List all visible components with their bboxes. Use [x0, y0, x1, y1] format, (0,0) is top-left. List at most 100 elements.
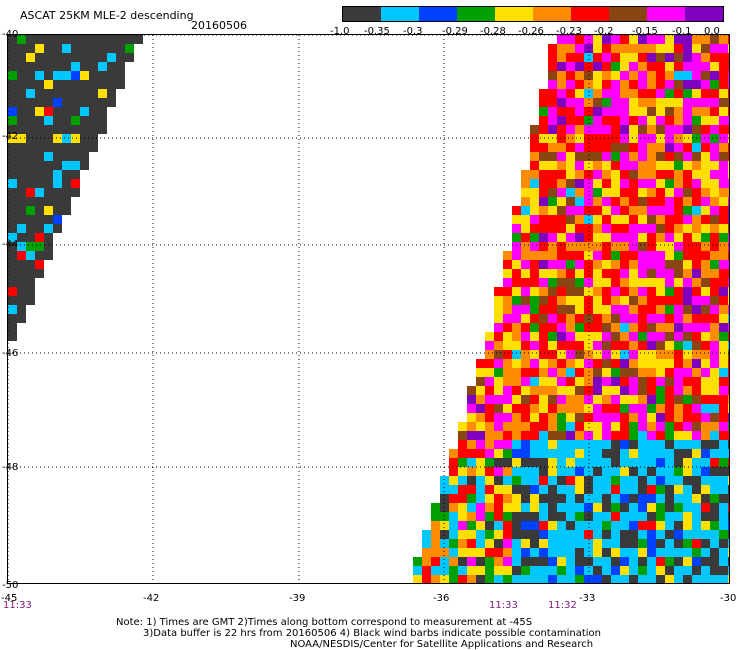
- swath-cell: [449, 485, 458, 494]
- swath-cell: [611, 125, 620, 134]
- swath-cell: [728, 296, 729, 305]
- swath-cell: [683, 134, 692, 143]
- swath-cell: [53, 62, 62, 71]
- swath-cell: [548, 530, 557, 539]
- swath-cell: [8, 251, 17, 260]
- swath-cell: [611, 323, 620, 332]
- swath-cell: [620, 287, 629, 296]
- swath-cell: [683, 323, 692, 332]
- swath-cell: [656, 143, 665, 152]
- swath-cell: [449, 458, 458, 467]
- swath-cell: [62, 35, 71, 44]
- swath-cell: [422, 557, 431, 566]
- swath-cell: [692, 278, 701, 287]
- swath-cell: [44, 197, 53, 206]
- swath-cell: [71, 143, 80, 152]
- swath-cell: [431, 512, 440, 521]
- swath-cell: [503, 413, 512, 422]
- swath-cell: [701, 143, 710, 152]
- swath-cell: [602, 530, 611, 539]
- swath-cell: [539, 350, 548, 359]
- swath-cell: [521, 287, 530, 296]
- swath-cell: [656, 305, 665, 314]
- swath-cell: [683, 251, 692, 260]
- swath-cell: [656, 503, 665, 512]
- swath-cell: [530, 179, 539, 188]
- swath-cell: [647, 395, 656, 404]
- swath-cell: [584, 206, 593, 215]
- swath-cell: [719, 53, 728, 62]
- swath-cell: [116, 53, 125, 62]
- swath-cell: [566, 359, 575, 368]
- swath-cell: [485, 575, 494, 583]
- swath-cell: [611, 314, 620, 323]
- swath-cell: [692, 512, 701, 521]
- swath-cell: [8, 107, 17, 116]
- swath-cell: [521, 296, 530, 305]
- swath-cell: [647, 377, 656, 386]
- swath-cell: [629, 44, 638, 53]
- swath-cell: [575, 179, 584, 188]
- swath-cell: [647, 152, 656, 161]
- swath-cell: [521, 269, 530, 278]
- swath-cell: [719, 548, 728, 557]
- swath-cell: [539, 98, 548, 107]
- swath-cell: [566, 395, 575, 404]
- swath-cell: [467, 494, 476, 503]
- swath-cell: [647, 359, 656, 368]
- swath-cell: [620, 80, 629, 89]
- note-line-2: 3)Data buffer is 22 hrs from 20160506 4)…: [143, 628, 601, 639]
- swath-cell: [107, 62, 116, 71]
- swath-cell: [674, 341, 683, 350]
- swath-cell: [728, 341, 729, 350]
- swath-cell: [683, 188, 692, 197]
- swath-cell: [89, 71, 98, 80]
- swath-cell: [584, 332, 593, 341]
- swath-cell: [656, 287, 665, 296]
- swath-cell: [692, 260, 701, 269]
- swath-cell: [485, 539, 494, 548]
- swath-cell: [44, 188, 53, 197]
- swath-cell: [692, 566, 701, 575]
- swath-cell: [647, 188, 656, 197]
- swath-cell: [692, 179, 701, 188]
- swath-cell: [593, 575, 602, 583]
- swath-cell: [683, 521, 692, 530]
- swath-cell: [629, 557, 638, 566]
- swath-cell: [17, 44, 26, 53]
- swath-cell: [17, 53, 26, 62]
- swath-cell: [656, 197, 665, 206]
- swath-cell: [719, 377, 728, 386]
- swath-cell: [710, 251, 719, 260]
- swath-cell: [728, 413, 729, 422]
- swath-cell: [665, 467, 674, 476]
- swath-cell: [638, 188, 647, 197]
- swath-cell: [665, 188, 674, 197]
- swath-cell: [485, 467, 494, 476]
- swath-cell: [611, 305, 620, 314]
- swath-cell: [521, 530, 530, 539]
- swath-cell: [710, 512, 719, 521]
- swath-cell: [683, 386, 692, 395]
- swath-cell: [647, 530, 656, 539]
- swath-cell: [512, 431, 521, 440]
- swath-cell: [521, 368, 530, 377]
- swath-cell: [638, 521, 647, 530]
- swath-cell: [692, 350, 701, 359]
- swath-cell: [629, 89, 638, 98]
- swath-cell: [593, 386, 602, 395]
- swath-cell: [62, 80, 71, 89]
- swath-cell: [512, 359, 521, 368]
- swath-cell: [593, 395, 602, 404]
- swath-cell: [476, 377, 485, 386]
- swath-cell: [620, 359, 629, 368]
- swath-cell: [566, 134, 575, 143]
- swath-cell: [611, 71, 620, 80]
- swath-cell: [467, 503, 476, 512]
- swath-cell: [566, 269, 575, 278]
- swath-cell: [440, 476, 449, 485]
- swath-cell: [728, 224, 729, 233]
- swath-cell: [638, 566, 647, 575]
- swath-cell: [512, 260, 521, 269]
- swath-cell: [620, 170, 629, 179]
